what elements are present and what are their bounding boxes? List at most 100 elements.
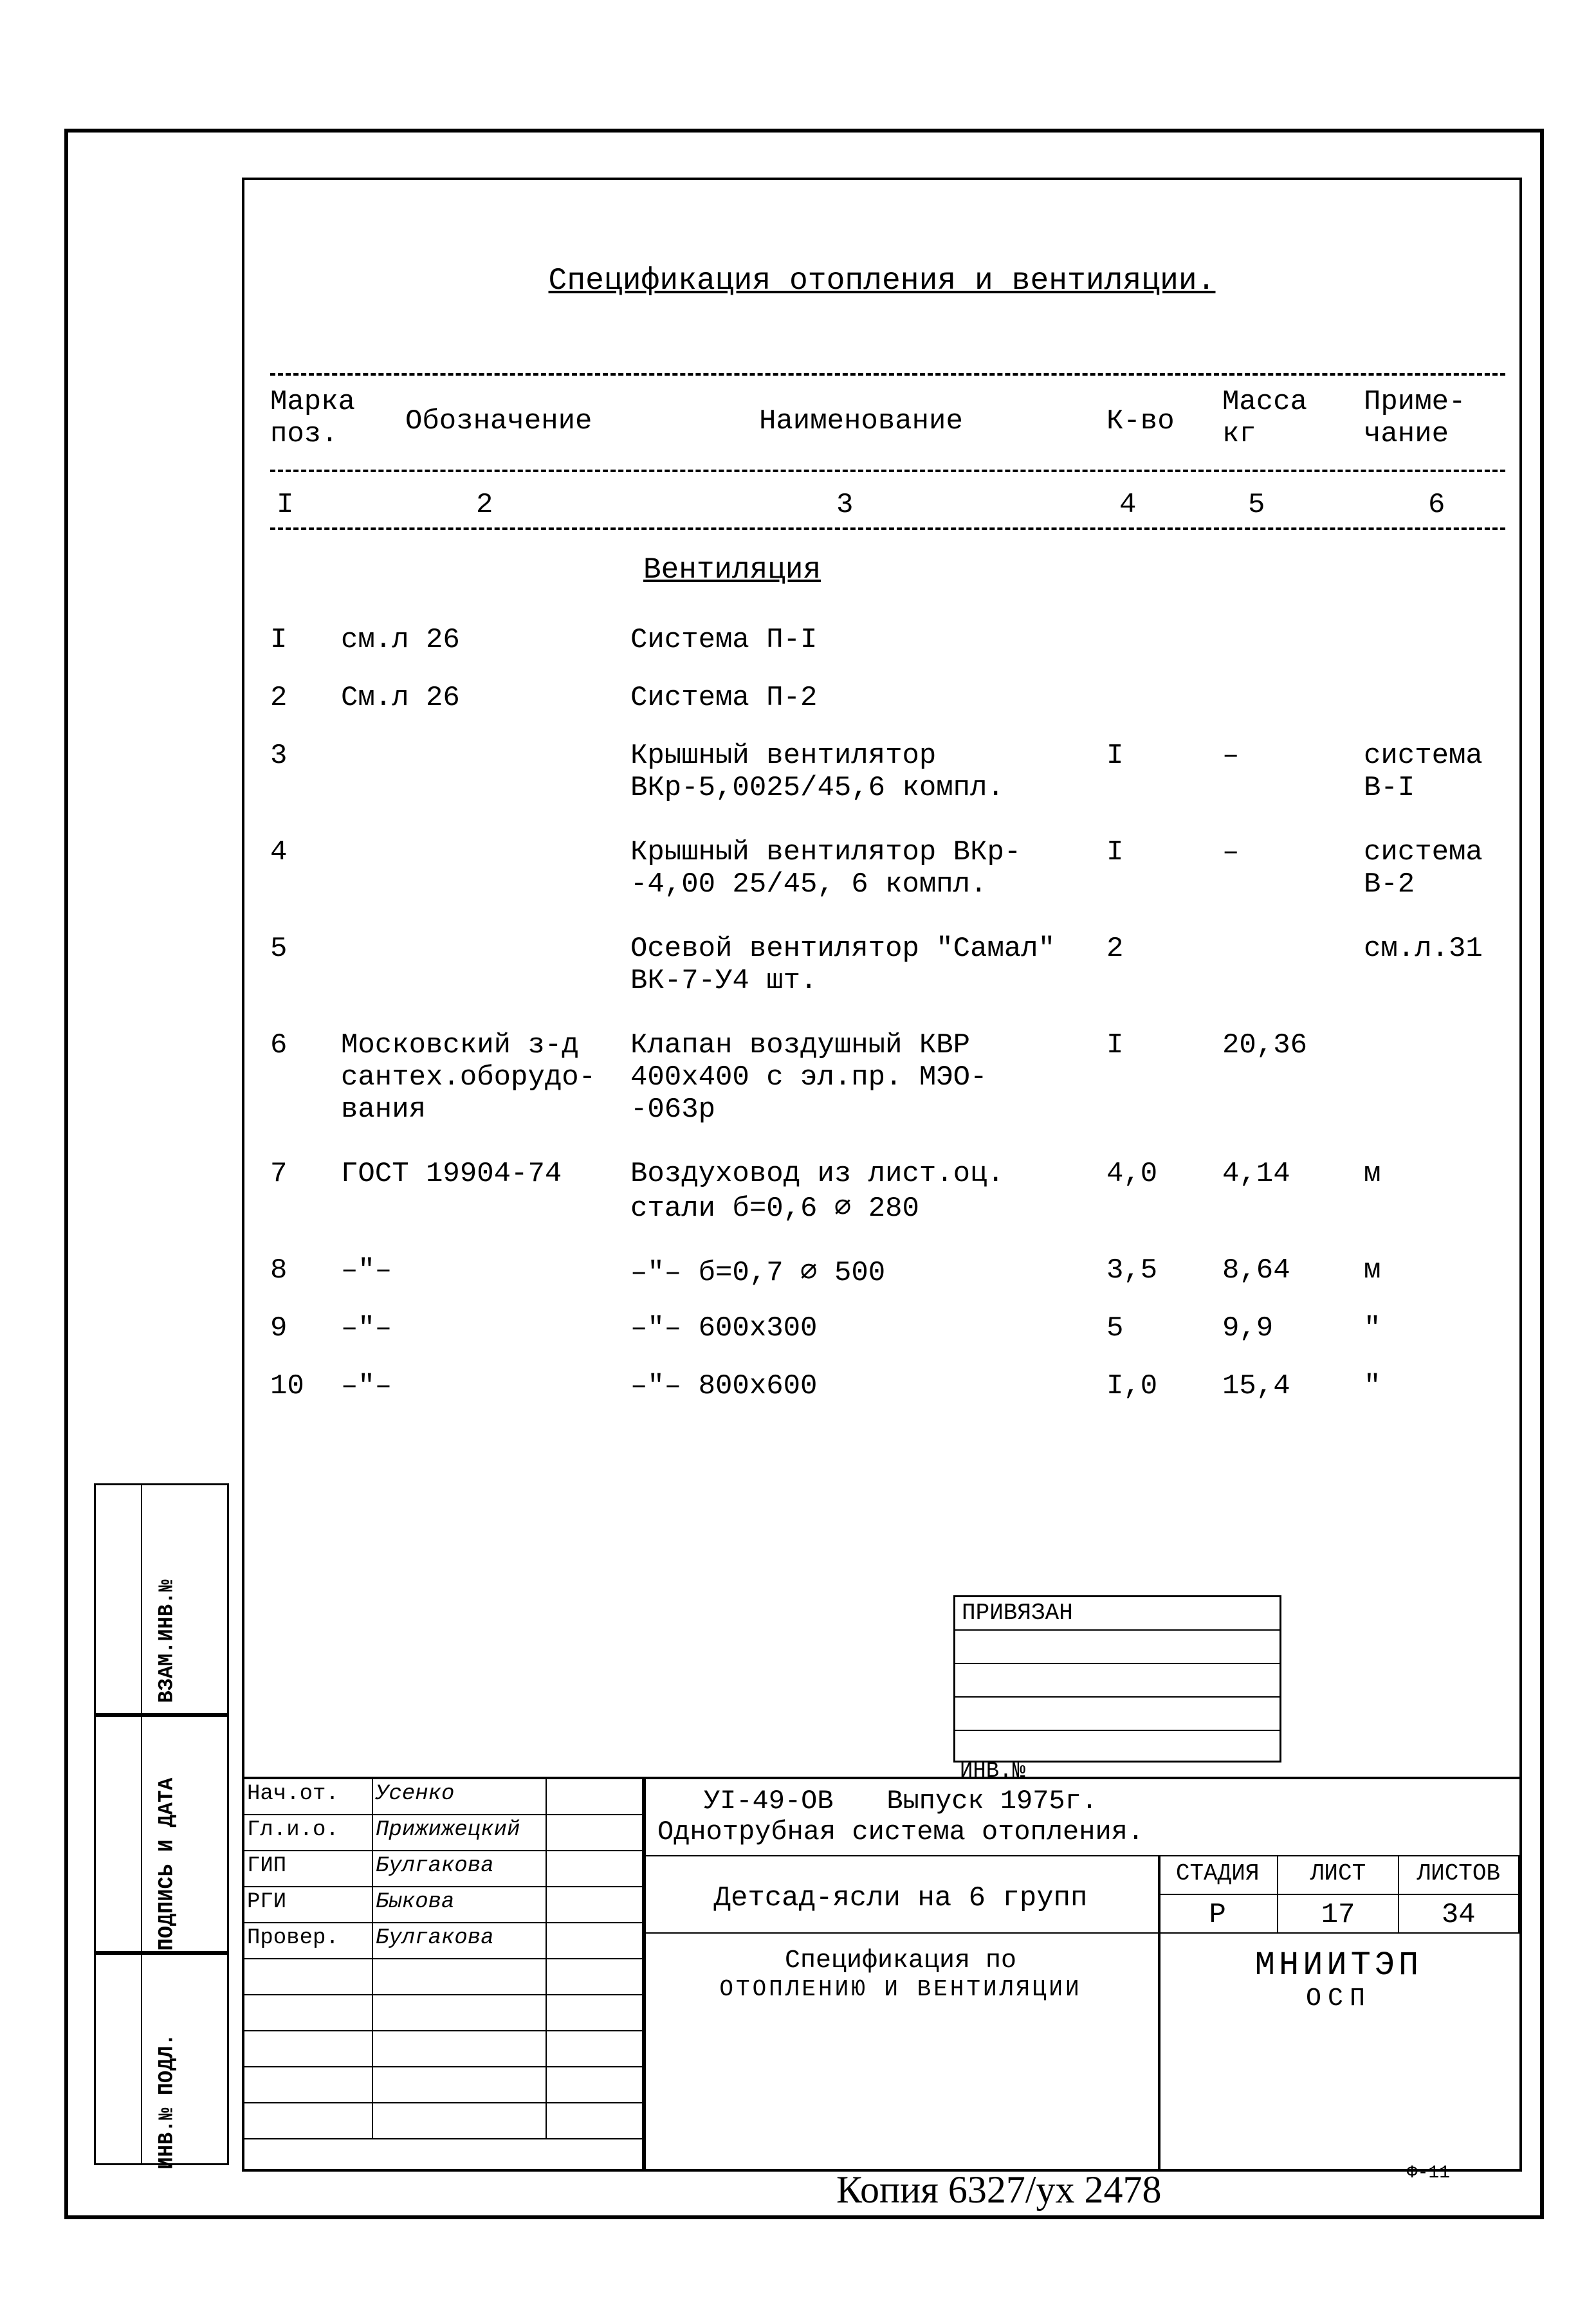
signatures-column: Нач.от.УсенкоГл.и.о.ПрижижецкийГИПБулгак… xyxy=(244,1779,643,2169)
podpis-label: ПОДПИСЬ И ДАТА xyxy=(155,1732,179,1951)
cell-obozn: см.л 26 xyxy=(341,624,611,656)
cell-obozn: ГОСТ 19904-74 xyxy=(341,1158,611,1190)
sig-name: Булгакова xyxy=(373,1851,547,1886)
invpodl-label: ИНВ.№ ПОДЛ. xyxy=(155,1964,179,2170)
cell-mass: 8,64 xyxy=(1222,1254,1351,1287)
inner-frame: Спецификация отопления и вентиляции. Мар… xyxy=(242,178,1522,2172)
cell-mass: 15,4 xyxy=(1222,1370,1351,1402)
cell-naim: Система П-I xyxy=(630,624,1094,656)
coln-6: 6 xyxy=(1428,489,1445,521)
cell-obozn: –"– xyxy=(341,1254,611,1287)
cell-mark: 6 xyxy=(270,1029,335,1061)
cell-kvo: 3,5 xyxy=(1106,1254,1203,1287)
cell-prim: см.л.31 xyxy=(1364,933,1505,965)
signature-row-empty xyxy=(244,2031,643,2067)
cell-prim: м xyxy=(1364,1158,1505,1190)
signature-row-empty xyxy=(244,1995,643,2031)
col-obozn: Обозначение xyxy=(405,405,592,437)
sig-role: Гл.и.о. xyxy=(244,1815,373,1850)
signature-row-empty xyxy=(244,2067,643,2103)
podpis-strip: ПОДПИСЬ И ДАТА xyxy=(94,1715,229,1953)
cell-naim: –"– 600х300 xyxy=(630,1312,1094,1344)
center-block: УI-49-ОВ Выпуск 1975г. Однотрубная систе… xyxy=(643,1779,1158,2169)
coln-2: 2 xyxy=(476,489,493,521)
col-naim: Наименование xyxy=(759,405,963,437)
section-heading: Вентиляция xyxy=(643,553,821,587)
cell-mark: 7 xyxy=(270,1158,335,1190)
cell-kvo: 5 xyxy=(1106,1312,1203,1344)
cell-kvo: I xyxy=(1106,740,1203,772)
cell-mark: 3 xyxy=(270,740,335,772)
sig-sign xyxy=(547,1887,643,1922)
vzam-label: ВЗАМ.ИНВ.№ xyxy=(155,1510,179,1703)
listov-value: 34 xyxy=(1399,1895,1519,1932)
sig-name: Усенко xyxy=(373,1779,547,1814)
cell-kvo: I xyxy=(1106,1029,1203,1061)
coln-4: 4 xyxy=(1119,489,1136,521)
spec-sub: ОТОПЛЕНИЮ И ВЕНТИЛЯЦИИ xyxy=(719,1976,1081,2002)
cell-mass: 9,9 xyxy=(1222,1312,1351,1344)
sig-name: Быкова xyxy=(373,1887,547,1922)
signature-row: РГИБыкова xyxy=(244,1887,643,1923)
cell-kvo: I,0 xyxy=(1106,1370,1203,1402)
cell-prim: " xyxy=(1364,1370,1505,1402)
cell-prim: система В-I xyxy=(1364,740,1505,804)
cell-mark: 8 xyxy=(270,1254,335,1287)
col-mark: Марка поз. xyxy=(270,386,355,450)
organization: МНИИТЭП xyxy=(1158,1934,1519,1984)
signature-row-empty xyxy=(244,2103,643,2139)
cell-mass: 20,36 xyxy=(1222,1029,1351,1061)
sig-sign xyxy=(547,1779,643,1814)
cell-mark: 2 xyxy=(270,682,335,714)
privyazan-row xyxy=(955,1698,1280,1731)
doc-system: Однотрубная система отопления. xyxy=(657,1817,1144,1847)
document-title: Спецификация отопления и вентиляции. xyxy=(244,264,1519,298)
cell-naim: Система П-2 xyxy=(630,682,1094,714)
col-kvo: К-во xyxy=(1106,405,1175,437)
sig-name: Булгакова xyxy=(373,1923,547,1958)
cell-mass: – xyxy=(1222,740,1351,772)
sig-sign xyxy=(547,1815,643,1850)
outer-frame: Спецификация отопления и вентиляции. Мар… xyxy=(64,129,1544,2219)
doc-issue: Выпуск 1975г. xyxy=(886,1786,1097,1817)
cell-mass: – xyxy=(1222,836,1351,868)
sig-sign xyxy=(547,1923,643,1958)
sig-name: Прижижецкий xyxy=(373,1815,547,1850)
right-block: СТАДИЯ ЛИСТ ЛИСТОВ Р 17 34 МНИИТЭП ОСП xyxy=(1158,1779,1519,2169)
cell-mass: 4,14 xyxy=(1222,1158,1351,1190)
stadia-value: Р xyxy=(1158,1895,1278,1932)
cell-naim: Воздуховод из лист.оц. стали б=0,6 ⌀ 280 xyxy=(630,1158,1094,1225)
cell-obozn: –"– xyxy=(341,1370,611,1402)
sig-role: РГИ xyxy=(244,1887,373,1922)
doc-object: Детсад-ясли на 6 групп xyxy=(714,1882,1088,1914)
cell-mark: 5 xyxy=(270,933,335,965)
doc-code: УI-49-ОВ xyxy=(704,1786,834,1817)
cell-mark: I xyxy=(270,624,335,656)
sig-role: ГИП xyxy=(244,1851,373,1886)
cell-mark: 4 xyxy=(270,836,335,868)
cell-obozn: Московский з-д сантех.оборудо- вания xyxy=(341,1029,611,1126)
signature-row: ГИПБулгакова xyxy=(244,1851,643,1887)
col-prim: Приме- чание xyxy=(1364,386,1465,450)
cell-naim: –"– б=0,7 ⌀ 500 xyxy=(630,1254,1094,1289)
signature-row-empty xyxy=(244,1959,643,1995)
divider xyxy=(270,527,1505,530)
listov-header: ЛИСТОВ xyxy=(1399,1856,1519,1894)
list-header: ЛИСТ xyxy=(1278,1856,1399,1894)
signature-row: Гл.и.о.Прижижецкий xyxy=(244,1815,643,1851)
cell-prim: " xyxy=(1364,1312,1505,1344)
handwritten-note: Копия 6327/ух 2478 xyxy=(836,2168,1162,2212)
coln-3: 3 xyxy=(836,489,853,521)
coln-1: I xyxy=(277,489,293,521)
spec-title: Спецификация по xyxy=(785,1946,1016,1975)
privyazan-row xyxy=(955,1664,1280,1698)
list-value: 17 xyxy=(1278,1895,1399,1932)
signature-row: Провер.Булгакова xyxy=(244,1923,643,1959)
divider xyxy=(270,373,1505,376)
coln-5: 5 xyxy=(1248,489,1265,521)
cell-kvo: 2 xyxy=(1106,933,1203,965)
cell-naim: Крышный вентилятор ВКр- -4,00 25/45, 6 к… xyxy=(630,836,1094,901)
stadia-header: СТАДИЯ xyxy=(1158,1856,1278,1894)
org2: ОСП xyxy=(1158,1984,1519,2013)
invpodl-strip: ИНВ.№ ПОДЛ. xyxy=(94,1953,229,2165)
